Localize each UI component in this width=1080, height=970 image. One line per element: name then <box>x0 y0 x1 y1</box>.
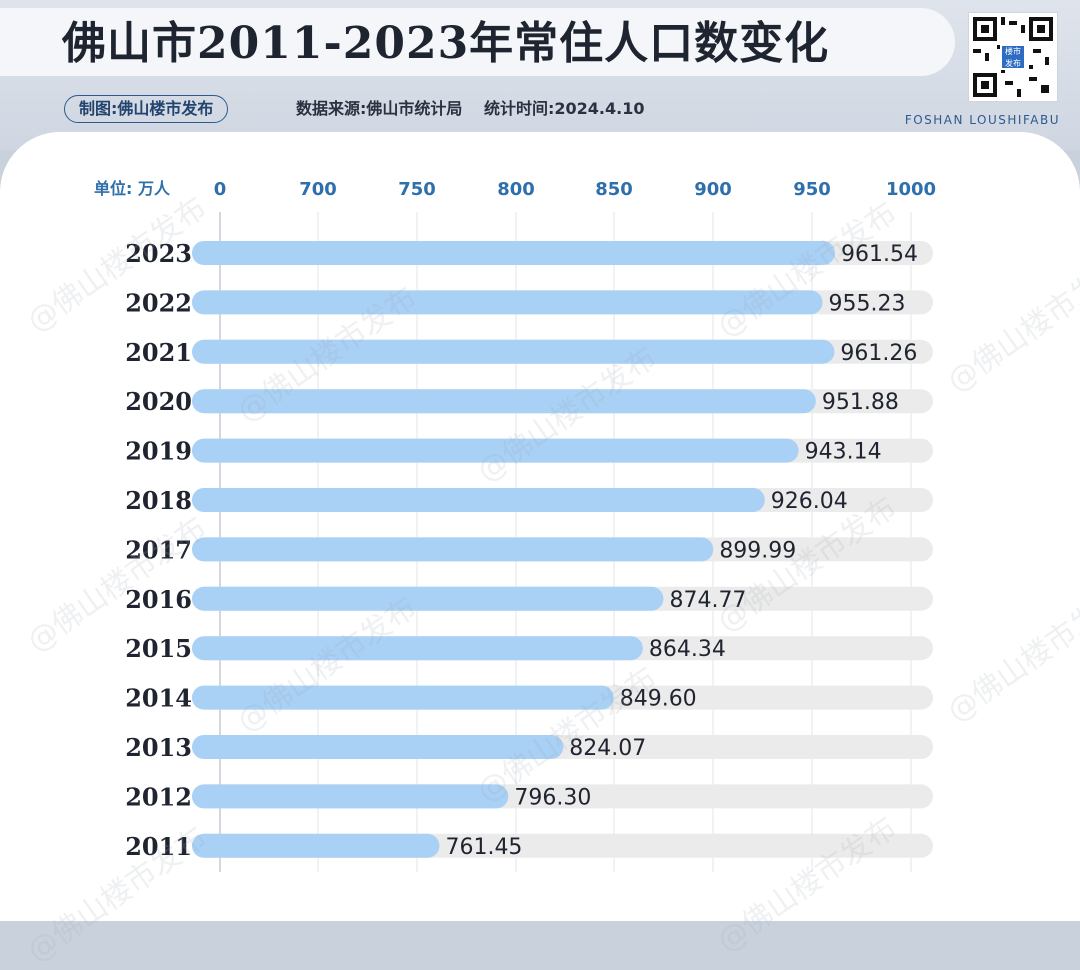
title-band <box>0 8 955 76</box>
bar-2016 <box>192 586 664 611</box>
bar-2015 <box>192 636 643 661</box>
x-tick-label: 950 <box>793 179 831 200</box>
unit-label: 单位: 万人 <box>94 179 170 198</box>
x-tick-label: 900 <box>694 179 732 200</box>
value-label-2018: 926.04 <box>771 489 848 514</box>
category-label-2022: 2022 <box>125 288 192 317</box>
bar-2014 <box>192 685 614 710</box>
category-label-2012: 2012 <box>125 782 192 811</box>
value-label-2023: 961.54 <box>841 242 918 267</box>
x-tick-label: 700 <box>299 179 337 200</box>
credit-badge: 制图:佛山楼市发布 <box>64 95 229 123</box>
category-label-2020: 2020 <box>125 387 192 416</box>
value-label-2017: 899.99 <box>719 538 796 563</box>
category-label-2015: 2015 <box>125 634 192 663</box>
category-label-2016: 2016 <box>125 585 192 614</box>
bar-2020 <box>192 389 816 414</box>
bar-2019 <box>192 438 799 463</box>
category-label-2017: 2017 <box>125 535 192 564</box>
category-label-2019: 2019 <box>125 437 192 466</box>
x-tick-label: 800 <box>497 179 535 200</box>
bar-2012 <box>192 784 509 809</box>
value-label-2012: 796.30 <box>514 785 591 810</box>
category-label-2011: 2011 <box>125 832 192 861</box>
brand-english: FOSHAN LOUSHIFABU <box>904 113 1060 127</box>
x-tick-label: 750 <box>398 179 436 200</box>
bar-2011 <box>192 833 440 858</box>
value-label-2015: 864.34 <box>649 637 726 662</box>
value-label-2014: 849.60 <box>620 687 697 712</box>
qr-code-pattern <box>973 17 1053 97</box>
bar-2023 <box>192 241 835 265</box>
qr-code[interactable]: 楼市发布 <box>968 12 1058 102</box>
value-label-2019: 943.14 <box>805 440 882 465</box>
bar-2013 <box>192 735 564 759</box>
category-label-2021: 2021 <box>125 338 192 367</box>
category-label-2014: 2014 <box>125 684 192 713</box>
x-tick-label: 850 <box>595 179 633 200</box>
category-label-2018: 2018 <box>125 486 192 515</box>
qr-logo-icon: 楼市发布 <box>1000 44 1026 70</box>
bar-2021 <box>192 339 835 364</box>
bar-chart: 0 700 750 800 850 900 950 1000 2023 961.54 2022 95… <box>125 179 936 872</box>
bar-2018 <box>192 488 765 512</box>
value-label-2011: 761.45 <box>445 835 522 860</box>
header: 佛山市2011-2023年常住人口数变化 楼市发布 制图:佛山楼市发布 数据来源… <box>0 0 1080 150</box>
category-label-2023: 2023 <box>125 239 192 268</box>
value-label-2016: 874.77 <box>669 588 746 613</box>
value-label-2021: 961.26 <box>840 341 917 366</box>
page-title: 佛山市2011-2023年常住人口数变化 <box>62 18 830 69</box>
source-info: 数据来源:佛山市统计局 统计时间:2024.4.10 <box>296 99 645 118</box>
value-label-2013: 824.07 <box>569 736 646 761</box>
value-label-2020: 951.88 <box>822 390 899 415</box>
x-tick-label: 0 <box>214 179 227 200</box>
value-label-2022: 955.23 <box>829 291 906 316</box>
category-label-2013: 2013 <box>125 733 192 762</box>
x-tick-label: 1000 <box>886 179 936 200</box>
bar-2022 <box>192 290 823 315</box>
bar-2017 <box>192 537 714 562</box>
